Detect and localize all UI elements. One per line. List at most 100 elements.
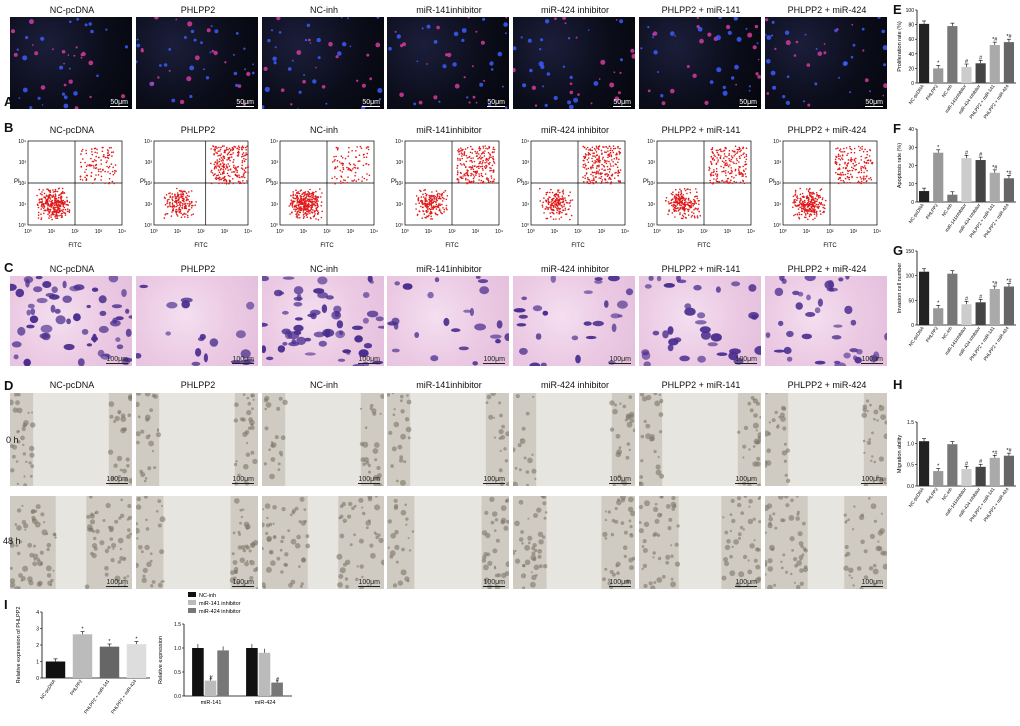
bar [204, 680, 217, 696]
significance-mark: # [979, 459, 983, 465]
significance-mark: *# [1006, 34, 1012, 40]
bar [961, 66, 972, 83]
invasion-image: 100μm [765, 276, 887, 366]
flow-x-tick: 10³ [472, 229, 480, 235]
wound-image-0h: 100μm [262, 393, 384, 486]
y-tick-label: 0 [911, 323, 914, 329]
flow-y-tick: 10³ [271, 160, 279, 166]
scale-bar: 50μm [739, 99, 757, 107]
flow-y-tick: 10² [774, 181, 782, 187]
scale-bar: 100μm [106, 579, 128, 587]
flow-x-tick: 10³ [95, 229, 103, 235]
flow-x-tick: 10⁴ [747, 229, 755, 235]
panel-letter-e: E [893, 2, 902, 17]
wound-image-48h: 100μm [262, 496, 384, 589]
x-tick-label: PHLPP2 [925, 486, 939, 504]
panel-letter-a: A [4, 94, 14, 109]
flow-ylabel: PI [14, 179, 20, 185]
bar [271, 682, 283, 696]
bar [1003, 286, 1015, 325]
y-tick-label: 1.5 [907, 420, 914, 426]
flow-y-tick: 10⁴ [647, 139, 655, 145]
y-tick-label: 20 [908, 164, 914, 170]
flow-y-tick: 10⁴ [270, 139, 278, 145]
panel-letter-h: H [893, 377, 903, 392]
y-tick-label: 1.5 [174, 622, 181, 628]
y-tick-label: 0 [36, 676, 39, 682]
group-title: PHLPP2 [180, 5, 216, 15]
x-tick-label: miR-141 [201, 700, 222, 706]
x-tick-label: PHLPP2 [925, 325, 939, 343]
flow-x-tick: 10⁰ [276, 229, 284, 235]
flow-y-tick: 10² [19, 181, 27, 187]
bar [933, 68, 944, 83]
significance-mark: # [979, 294, 983, 300]
panel-letter-i: I [4, 597, 8, 612]
wound-image-0h: 100μm [10, 393, 132, 486]
flow-y-tick: 10³ [774, 160, 782, 166]
bar [126, 644, 147, 678]
significance-mark: *# [992, 37, 998, 43]
x-tick-label: NC-inh [941, 83, 954, 98]
legend-label: NC-inh [199, 593, 216, 599]
x-tick-label: PHLPP2 + miR-424 [983, 486, 1010, 522]
bar [933, 471, 944, 486]
flow-y-tick: 10⁴ [395, 139, 403, 145]
x-tick-label: NC-inh [941, 486, 954, 501]
legend-swatch [188, 608, 196, 613]
x-tick-label: PHLPP2 + miR-141 [968, 83, 995, 119]
group-title: NC-inh [309, 125, 338, 135]
flow-x-tick: 10² [197, 229, 205, 235]
scale-bar: 50μm [236, 99, 254, 107]
flow-y-tick: 10² [648, 181, 656, 187]
flow-y-tick: 10⁰ [773, 223, 781, 229]
wound-image-48h: 100μm [387, 496, 509, 589]
x-tick-label: PHLPP2 [925, 83, 939, 101]
bar [961, 468, 972, 486]
flow-y-tick: 10⁰ [647, 223, 655, 229]
significance-mark: *# [1006, 279, 1012, 285]
scale-bar: 100μm [861, 579, 883, 587]
significance-mark: *# [992, 281, 998, 287]
flow-x-tick: 10¹ [677, 229, 685, 235]
flow-x-tick: 10³ [221, 229, 229, 235]
group-title: NC-inh [309, 380, 338, 390]
bar [975, 160, 986, 202]
group-title: miR-424 inhibitor [540, 5, 610, 15]
y-axis-label: Relative expression [158, 636, 164, 684]
y-tick-label: 3 [36, 627, 39, 633]
bar [947, 194, 958, 202]
bar [1003, 42, 1015, 83]
flow-ylabel: PI [391, 179, 397, 185]
wound-image-48h: 100μm [136, 496, 258, 589]
scale-bar: 50μm [487, 99, 505, 107]
flow-xlabel: FITC [571, 243, 585, 249]
flow-y-tick: 10³ [648, 160, 656, 166]
fluorescence-image: 50μm [513, 17, 635, 109]
bar [933, 308, 944, 325]
group-title: miR-141inhibitor [416, 125, 482, 135]
scale-bar: 100μm [232, 579, 254, 587]
fluorescence-image: 50μm [10, 17, 132, 109]
scale-bar: 100μm [735, 356, 757, 364]
group-title: NC-pcDNA [49, 380, 95, 390]
group-title: PHLPP2 + miR-424 [787, 5, 867, 15]
flow-y-tick: 10⁴ [773, 139, 781, 145]
x-tick-label: PHLPP2 + miR-424 [983, 83, 1010, 119]
group-title: PHLPP2 + miR-424 [787, 264, 867, 274]
flow-x-tick: 10⁴ [244, 229, 252, 235]
x-tick-label: NC-inh [941, 325, 954, 340]
x-tick-label: PHLPP2 + miR-141 [968, 325, 995, 361]
group-title: PHLPP2 + miR-424 [787, 380, 867, 390]
bar [961, 304, 972, 325]
scale-bar: 100μm [483, 476, 505, 484]
y-tick-label: 0.5 [174, 670, 181, 676]
scale-bar: 100μm [609, 579, 631, 587]
flow-y-tick: 10¹ [774, 202, 782, 208]
scale-bar: 50μm [613, 99, 631, 107]
wound-image-0h: 100μm [513, 393, 635, 486]
chart-i-mirna: 0.0 0.5 1.0 1.5 Relative expression # miR-141 #… [158, 592, 292, 706]
bar [192, 648, 204, 696]
scale-bar: 100μm [735, 579, 757, 587]
